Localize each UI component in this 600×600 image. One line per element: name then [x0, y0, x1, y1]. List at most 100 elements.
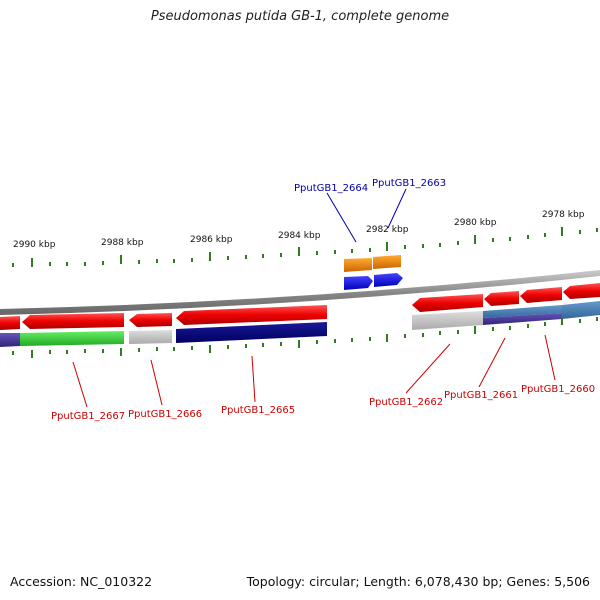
leader-line: [387, 188, 407, 229]
tick-mark: [351, 338, 353, 342]
tick-mark: [227, 256, 229, 260]
tick-mark: [492, 327, 494, 331]
upper-tick-row: [12, 227, 598, 267]
gene-arrow-red[interactable]: [484, 291, 519, 306]
tick-mark: [227, 345, 229, 349]
tick-mark: [509, 237, 511, 241]
gene-arrow-red[interactable]: [129, 313, 172, 327]
tick-mark: [439, 331, 441, 335]
lower-tick-row: [12, 317, 598, 358]
gene-label-2660[interactable]: PputGB1_2660: [521, 384, 595, 395]
tick-mark: [351, 249, 353, 253]
kbp-label: 2980 kbp: [454, 218, 497, 228]
tick-mark: [209, 345, 211, 353]
tick-mark: [474, 235, 476, 244]
leader-line: [72, 361, 88, 408]
genome-summary-text: Topology: circular; Length: 6,078,430 bp…: [246, 574, 590, 589]
gene-arrow-red[interactable]: [176, 305, 327, 325]
tick-mark: [439, 243, 441, 247]
gene-arrow-red[interactable]: [0, 316, 20, 330]
tick-mark: [527, 235, 529, 239]
gene-arrow-red[interactable]: [563, 283, 600, 299]
tick-mark: [509, 326, 511, 330]
gene-arrow-red[interactable]: [412, 294, 483, 312]
tick-mark: [262, 254, 264, 258]
gene-arrow-red[interactable]: [520, 287, 562, 303]
gene-label-2661[interactable]: PputGB1_2661: [444, 390, 518, 401]
kbp-label: 2984 kbp: [278, 231, 321, 241]
tick-mark: [404, 245, 406, 249]
tick-mark: [527, 324, 529, 328]
band-gray: [412, 311, 483, 330]
tick-mark: [386, 334, 388, 342]
tick-mark: [316, 251, 318, 255]
tick-mark: [334, 250, 336, 254]
gene-arrow-blue[interactable]: [374, 273, 403, 287]
gene-arrow-red[interactable]: [22, 313, 124, 329]
gene-pputgb1-2664[interactable]: [344, 258, 373, 290]
tick-mark: [49, 350, 51, 354]
leader-line: [251, 355, 256, 403]
tick-mark: [66, 262, 68, 266]
gene-arrow-blue[interactable]: [344, 276, 373, 290]
tick-mark: [369, 337, 371, 341]
tick-mark: [173, 347, 175, 351]
tick-mark: [457, 241, 459, 245]
tick-mark: [579, 319, 581, 323]
gene-label-2663[interactable]: PputGB1_2663: [372, 178, 446, 189]
tick-mark: [209, 252, 211, 261]
tick-mark: [544, 233, 546, 237]
band-navy: [176, 322, 327, 343]
tick-mark: [280, 342, 282, 346]
tick-mark: [561, 227, 563, 236]
band-purple: [483, 313, 562, 325]
map-title: Pseudomonas putida GB-1, complete genome: [150, 9, 450, 24]
tick-mark: [31, 350, 33, 358]
gene-label-2667[interactable]: PputGB1_2667: [51, 411, 125, 422]
tick-mark: [138, 260, 140, 264]
tick-mark: [596, 317, 598, 321]
kbp-label: 2982 kbp: [366, 225, 409, 235]
gene-label-2664[interactable]: PputGB1_2664: [294, 183, 368, 194]
tick-mark: [316, 340, 318, 344]
tick-mark: [102, 261, 104, 265]
tick-mark: [596, 228, 598, 232]
tick-mark: [49, 262, 51, 266]
tick-mark: [102, 349, 104, 353]
leader-line: [544, 334, 556, 381]
tick-mark: [84, 262, 86, 266]
tick-mark: [579, 230, 581, 234]
tick-mark: [12, 263, 14, 267]
kbp-label: 2978 kbp: [542, 210, 585, 220]
tick-mark: [492, 238, 494, 242]
gene-arrow-orange[interactable]: [344, 258, 372, 272]
tick-mark: [245, 255, 247, 259]
tick-mark: [334, 339, 336, 343]
leader-line: [405, 343, 451, 394]
kbp-label: 2988 kbp: [101, 238, 144, 248]
tick-mark: [12, 351, 14, 355]
tick-mark: [404, 334, 406, 338]
tick-mark: [386, 242, 388, 251]
gene-arrow-orange[interactable]: [373, 255, 401, 269]
band-steel: [562, 301, 600, 319]
gene-label-2662[interactable]: PputGB1_2662: [369, 397, 443, 408]
tick-mark: [191, 258, 193, 262]
gene-pputgb1-2663[interactable]: [373, 255, 403, 287]
tick-mark: [561, 317, 563, 325]
tick-mark: [422, 244, 424, 248]
tick-mark: [422, 333, 424, 337]
kbp-label: 2986 kbp: [190, 235, 233, 245]
tick-mark: [191, 346, 193, 350]
tick-mark: [120, 255, 122, 264]
tick-mark: [120, 348, 122, 356]
band-gray: [129, 330, 172, 344]
tick-mark: [156, 259, 158, 263]
accession-text: Accession: NC_010322: [10, 574, 153, 589]
tick-mark: [173, 259, 175, 263]
gene-label-2666[interactable]: PputGB1_2666: [128, 409, 202, 420]
tick-mark: [457, 330, 459, 334]
gene-label-2665[interactable]: PputGB1_2665: [221, 405, 295, 416]
tick-mark: [280, 253, 282, 257]
